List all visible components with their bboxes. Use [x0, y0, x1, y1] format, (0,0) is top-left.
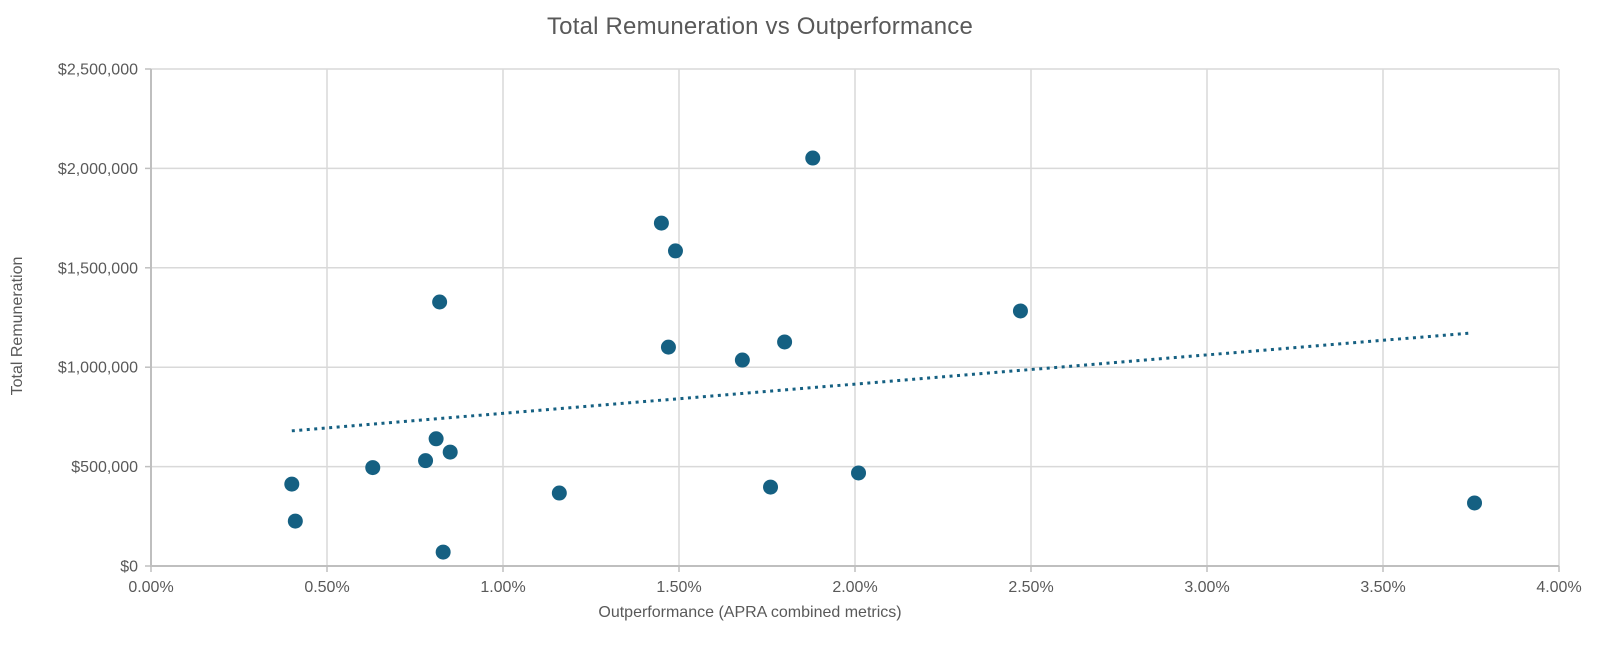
data-point	[1012, 303, 1028, 319]
x-tick-label: 0.50%	[304, 579, 349, 596]
data-point	[287, 513, 303, 529]
y-tick-label: $2,000,000	[58, 161, 138, 178]
data-point	[551, 485, 567, 501]
x-tick-label: 0.00%	[128, 579, 173, 596]
x-tick-label: 4.00%	[1536, 579, 1581, 596]
y-tick-label: $0	[120, 559, 138, 576]
x-tick-label: 1.50%	[656, 579, 701, 596]
data-point	[432, 294, 448, 310]
y-tick-label: $1,000,000	[58, 360, 138, 377]
data-point	[805, 150, 821, 166]
x-tick-label: 1.00%	[480, 579, 525, 596]
data-point	[418, 453, 434, 469]
x-tick-label: 2.50%	[1008, 579, 1053, 596]
data-point	[763, 479, 779, 495]
x-tick-label: 3.50%	[1360, 579, 1405, 596]
data-point	[660, 339, 676, 355]
trendline	[291, 331, 1472, 433]
y-tick-label: $2,500,000	[58, 62, 138, 79]
data-point	[428, 431, 444, 447]
data-point	[442, 444, 458, 460]
x-tick-label: 3.00%	[1184, 579, 1229, 596]
data-point	[365, 460, 381, 476]
y-axis-title: Total Remuneration	[9, 256, 26, 396]
data-point	[851, 465, 867, 481]
y-tick-label: $500,000	[71, 459, 138, 476]
y-tick-label: $1,500,000	[58, 260, 138, 277]
data-point	[653, 215, 669, 231]
data-point	[284, 476, 300, 492]
chart-title: Total Remuneration vs Outperformance	[546, 13, 974, 40]
x-tick-label: 2.00%	[832, 579, 877, 596]
x-axis-title: Outperformance (APRA combined metrics)	[598, 604, 902, 621]
data-point	[777, 334, 793, 350]
data-point	[1467, 495, 1483, 511]
data-point	[734, 352, 750, 368]
data-point	[667, 243, 683, 259]
data-point	[435, 544, 451, 560]
